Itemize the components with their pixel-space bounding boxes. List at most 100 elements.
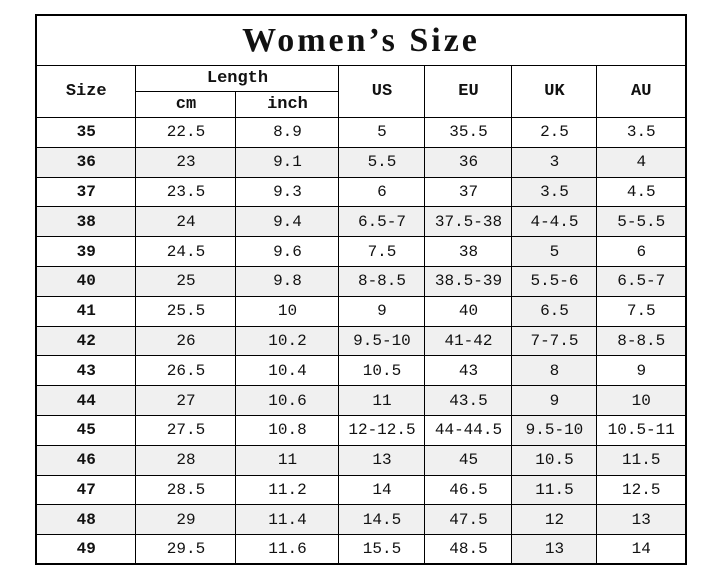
us-cell: 5 xyxy=(338,117,426,148)
col-header-length: Length xyxy=(135,65,340,92)
us-cell: 5.5 xyxy=(338,146,426,178)
table-row: 35 22.5 8.9 5 35.5 2.5 3.5 xyxy=(35,117,687,148)
cm-cell: 22.5 xyxy=(135,117,237,148)
uk-cell: 9 xyxy=(511,385,598,416)
eu-cell: 48.5 xyxy=(424,534,513,565)
uk-cell: 3.5 xyxy=(511,176,598,208)
size-cell: 41 xyxy=(35,295,137,327)
size-cell: 42 xyxy=(35,325,137,357)
eu-cell: 41-42 xyxy=(424,325,513,357)
col-header-us: US xyxy=(338,65,426,118)
eu-cell: 47.5 xyxy=(424,504,513,536)
eu-cell: 37 xyxy=(424,176,513,208)
table-row: 36 23 9.1 5.5 36 3 4 xyxy=(35,146,687,178)
cm-cell: 24 xyxy=(135,206,237,238)
table-row: 48 29 11.4 14.5 47.5 12 13 xyxy=(35,504,687,536)
header-row-2: cm inch xyxy=(36,91,686,118)
uk-cell: 5.5-6 xyxy=(511,265,598,297)
size-cell: 48 xyxy=(35,504,137,536)
uk-cell: 13 xyxy=(511,534,598,565)
uk-cell: 9.5-10 xyxy=(511,414,598,446)
eu-cell: 37.5-38 xyxy=(424,206,513,238)
us-cell: 14 xyxy=(338,474,426,506)
size-cell: 37 xyxy=(35,176,137,208)
table-row: 40 25 9.8 8-8.5 38.5-39 5.5-6 6.5-7 xyxy=(35,265,687,297)
au-cell: 10.5-11 xyxy=(596,414,687,446)
uk-cell: 5 xyxy=(511,236,598,267)
size-cell: 38 xyxy=(35,206,137,238)
table-row: 42 26 10.2 9.5-10 41-42 7-7.5 8-8.5 xyxy=(35,325,687,357)
au-cell: 7.5 xyxy=(596,295,687,327)
au-cell: 9 xyxy=(596,355,687,387)
au-cell: 4.5 xyxy=(596,176,687,208)
col-header-eu: EU xyxy=(424,65,513,118)
au-cell: 11.5 xyxy=(596,444,687,476)
inch-cell: 9.3 xyxy=(235,176,340,208)
us-cell: 6.5-7 xyxy=(338,206,426,238)
cm-cell: 24.5 xyxy=(135,236,237,267)
table-row: 45 27.5 10.8 12-12.5 44-44.5 9.5-10 10.5-11 xyxy=(35,414,687,446)
cm-cell: 23 xyxy=(135,146,237,178)
us-cell: 9.5-10 xyxy=(338,325,426,357)
cm-cell: 25 xyxy=(135,265,237,297)
cm-cell: 27.5 xyxy=(135,414,237,446)
us-cell: 11 xyxy=(338,385,426,416)
inch-cell: 11.2 xyxy=(235,474,340,506)
size-cell: 40 xyxy=(35,265,137,297)
eu-cell: 46.5 xyxy=(424,474,513,506)
size-cell: 44 xyxy=(35,385,137,416)
inch-cell: 11.6 xyxy=(235,534,340,565)
cm-cell: 29 xyxy=(135,504,237,536)
header-row-1: Size Length US EU UK AU xyxy=(35,65,687,118)
inch-cell: 10.4 xyxy=(235,355,340,387)
table-row: 41 25.5 10 9 40 6.5 7.5 xyxy=(35,295,687,327)
size-cell: 46 xyxy=(35,444,137,476)
cm-cell: 25.5 xyxy=(135,295,237,327)
cm-cell: 29.5 xyxy=(135,534,237,565)
au-cell: 14 xyxy=(596,534,687,565)
inch-cell: 11 xyxy=(235,444,340,476)
cm-cell: 23.5 xyxy=(135,176,237,208)
us-cell: 10.5 xyxy=(338,355,426,387)
col-header-au: AU xyxy=(596,65,687,118)
table-row: 44 27 10.6 11 43.5 9 10 xyxy=(35,385,687,416)
au-cell: 5-5.5 xyxy=(596,206,687,238)
inch-cell: 9.6 xyxy=(235,236,340,267)
size-cell: 45 xyxy=(35,414,137,446)
inch-cell: 11.4 xyxy=(235,504,340,536)
inch-cell: 9.4 xyxy=(235,206,340,238)
au-cell: 12.5 xyxy=(596,474,687,506)
eu-cell: 40 xyxy=(424,295,513,327)
col-header-size: Size xyxy=(35,65,137,118)
uk-cell: 3 xyxy=(511,146,598,178)
table-header: Women’s Size Size Length US EU UK AU cm … xyxy=(35,14,687,118)
uk-cell: 6.5 xyxy=(511,295,598,327)
table-row: 37 23.5 9.3 6 37 3.5 4.5 xyxy=(35,176,687,208)
size-cell: 39 xyxy=(35,236,137,267)
inch-cell: 10.8 xyxy=(235,414,340,446)
inch-cell: 10.6 xyxy=(235,385,340,416)
size-chart-table: Women’s Size Size Length US EU UK AU cm … xyxy=(34,14,688,566)
eu-cell: 43 xyxy=(424,355,513,387)
eu-cell: 43.5 xyxy=(424,385,513,416)
inch-cell: 9.8 xyxy=(235,265,340,297)
au-cell: 8-8.5 xyxy=(596,325,687,357)
eu-cell: 36 xyxy=(424,146,513,178)
table-row: 47 28.5 11.2 14 46.5 11.5 12.5 xyxy=(35,474,687,506)
us-cell: 13 xyxy=(338,444,426,476)
uk-cell: 8 xyxy=(511,355,598,387)
us-cell: 9 xyxy=(338,295,426,327)
us-cell: 6 xyxy=(338,176,426,208)
col-header-cm: cm xyxy=(135,91,237,118)
inch-cell: 8.9 xyxy=(235,117,340,148)
us-cell: 15.5 xyxy=(338,534,426,565)
us-cell: 12-12.5 xyxy=(338,414,426,446)
size-cell: 35 xyxy=(35,117,137,148)
page-title: Women’s Size xyxy=(35,14,687,66)
size-cell: 36 xyxy=(35,146,137,178)
col-header-inch: inch xyxy=(235,91,340,118)
us-cell: 7.5 xyxy=(338,236,426,267)
cm-cell: 27 xyxy=(135,385,237,416)
table-row: 39 24.5 9.6 7.5 38 5 6 xyxy=(35,236,687,267)
